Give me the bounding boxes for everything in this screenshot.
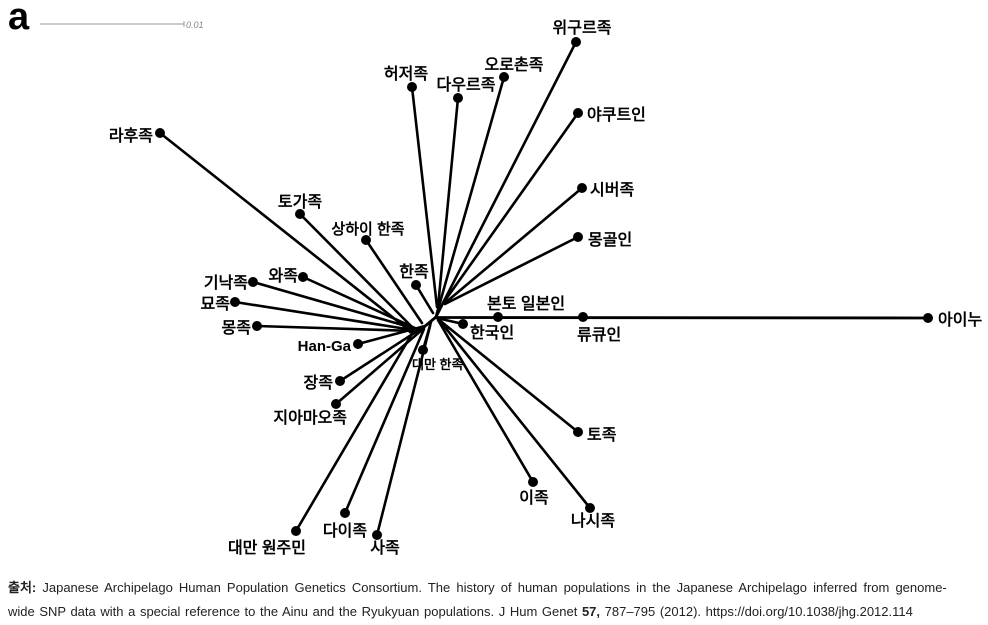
label-daur: 다우르족 <box>437 76 496 94</box>
node-dot-wa <box>298 272 308 282</box>
label-hondo-japanese: 본토 일본인 <box>487 295 565 313</box>
node-dot-taiwan-han <box>418 345 428 355</box>
label-hmong: 몽족 <box>222 319 252 337</box>
node-dot-mongol <box>573 232 583 242</box>
citation-line-2-segment-0: wide SNP data with a special reference t… <box>8 604 582 619</box>
node-dot-korean <box>458 319 468 329</box>
node-dot-tujia <box>295 209 305 219</box>
branch-oroqen <box>437 75 506 308</box>
panel-label: a <box>8 0 30 38</box>
branch-yakut <box>442 111 580 304</box>
node-dot-dai <box>340 508 350 518</box>
node-dot-yakut <box>573 108 583 118</box>
label-taiwan-aborigine: 대만 원주민 <box>228 539 306 557</box>
label-jiamao: 지아마오족 <box>273 409 347 427</box>
node-dot-jinuo <box>248 277 258 287</box>
label-wa: 와족 <box>269 267 299 285</box>
label-yi: 이족 <box>519 489 549 507</box>
branch-han <box>414 283 435 315</box>
branch-miao <box>233 300 415 332</box>
branch-dai <box>343 327 426 515</box>
node-dot-lahu <box>155 128 165 138</box>
branch-hmong <box>255 324 417 333</box>
node-dot-tu <box>573 427 583 437</box>
label-zhuang: 장족 <box>304 374 334 392</box>
label-tujia: 토가족 <box>278 193 322 211</box>
internal-branch-4 <box>434 316 930 320</box>
branch-mongol <box>443 235 580 306</box>
citation-line-2-segment-2: 787–795 (2012). https://doi.org/10.1038/… <box>600 604 913 619</box>
branch-daur <box>436 96 460 309</box>
node-dot-miao <box>230 297 240 307</box>
node-dot-hondo-japanese <box>493 312 503 322</box>
branch-tujia <box>298 212 416 331</box>
node-dot-yi <box>528 477 538 487</box>
label-han-ga: Han-Ga <box>298 338 352 355</box>
label-miao: 묘족 <box>201 295 231 313</box>
label-hezhen: 허저족 <box>384 65 428 83</box>
node-dot-hmong <box>252 321 262 331</box>
branch-uyghur <box>442 40 578 303</box>
branch-lahu <box>158 131 412 333</box>
scale-bar-label: 0.01 <box>186 20 204 30</box>
label-mongol: 몽골인 <box>588 231 632 249</box>
label-tu: 토족 <box>587 426 617 444</box>
node-dot-shanghai-han <box>361 235 371 245</box>
node-dot-hezhen <box>407 82 417 92</box>
node-dot-uyghur <box>571 37 581 47</box>
node-dot-oroqen <box>499 72 509 82</box>
branch-wa <box>301 275 417 330</box>
label-shanghai-han: 상하이 한족 <box>331 221 404 238</box>
branch-jinuo <box>251 280 415 330</box>
label-naxi: 나시족 <box>571 512 615 530</box>
label-oroqen: 오로촌족 <box>485 56 544 74</box>
citation-line-1-segment-1: Japanese Archipelago Human Population Ge… <box>36 580 947 595</box>
branch-hezhen <box>410 85 439 309</box>
citation-line-2-segment-1: 57, <box>581 604 601 619</box>
label-yakut: 야쿠트인 <box>587 106 646 124</box>
citation-line-1-segment-0: 출처: <box>8 580 37 595</box>
node-dot-taiwan-aborigine <box>291 526 301 536</box>
node-dot-jiamao <box>331 399 341 409</box>
label-jinuo: 기낙족 <box>204 274 248 292</box>
branch-xibe <box>443 186 584 305</box>
node-dot-naxi <box>585 503 595 513</box>
node-dot-ainu <box>923 313 933 323</box>
label-uyghur: 위구르족 <box>553 19 612 37</box>
node-dot-ryukyuan <box>578 312 588 322</box>
label-lahu: 라후족 <box>109 126 153 145</box>
label-she: 사족 <box>370 539 400 557</box>
branch-han-ga <box>356 324 427 346</box>
label-ainu: 아이누 <box>938 311 982 329</box>
branch-she <box>375 324 432 537</box>
label-han: 한족 <box>399 262 429 281</box>
label-ryukyuan: 류큐인 <box>577 326 621 344</box>
branch-shanghai-han <box>364 238 424 325</box>
branch-yi <box>436 318 535 484</box>
node-dot-han <box>411 280 421 290</box>
label-taiwan-han: 대만 한족 <box>412 357 463 372</box>
node-dot-xibe <box>577 183 587 193</box>
node-dot-she <box>372 530 382 540</box>
label-dai: 다이족 <box>323 522 367 540</box>
branch-naxi <box>438 319 592 510</box>
citation-line-1: 출처: Japanese Archipelago Human Populatio… <box>8 576 980 600</box>
branch-zhuang <box>338 326 424 383</box>
node-dot-han-ga <box>353 339 363 349</box>
citation: 출처: Japanese Archipelago Human Populatio… <box>8 576 980 624</box>
branch-tu <box>436 317 580 434</box>
label-korean: 한국인 <box>470 323 514 342</box>
node-dot-daur <box>453 93 463 103</box>
branch-taiwan-aborigine <box>294 330 415 533</box>
node-dot-zhuang <box>335 376 345 386</box>
label-xibe: 시버족 <box>590 181 634 199</box>
citation-line-2: wide SNP data with a special reference t… <box>8 600 980 624</box>
